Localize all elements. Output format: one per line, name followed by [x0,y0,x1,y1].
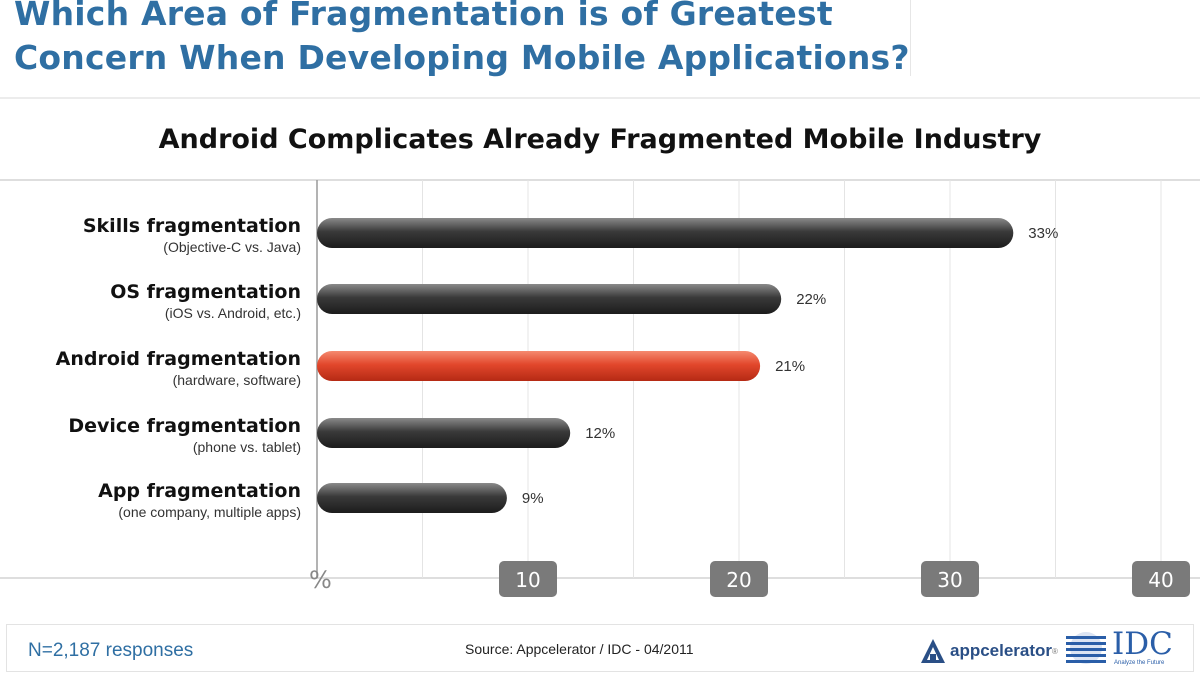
bar [317,483,507,513]
x-tick-label: 10 [515,568,540,592]
page-title: Which Area of Fragmentation is of Greate… [14,0,910,80]
category-sublabel: (one company, multiple apps) [118,504,301,520]
category-sublabel: (Objective-C vs. Java) [163,239,301,255]
category-label: OS fragmentation [110,281,301,303]
page-title-line-1: Which Area of Fragmentation is of Greate… [14,0,833,33]
category-label: Skills fragmentation [83,215,301,237]
x-tick-label: 40 [1148,568,1173,592]
category-labels: Skills fragmentation (Objective-C vs. Jav… [56,215,301,520]
source-label: Source: Appcelerator / IDC - 04/2011 [465,641,694,657]
category-sublabel: (phone vs. tablet) [193,439,301,455]
x-tick-badge [921,561,979,597]
appcelerator-logo-icon [921,639,945,663]
bar [317,418,571,448]
footer-panel [6,624,1194,672]
appcelerator-logo-text: appcelerator [950,641,1053,660]
idc-logo: IDC Analyze the Future [1066,626,1186,670]
appcelerator-logo: appcelerator ® [920,636,1058,666]
data-label: 21% [775,358,805,375]
x-tick-badge [710,561,768,597]
title-divider [0,97,1200,99]
x-tick-badge [499,561,557,597]
idc-logo-tagline: Analyze the Future [1114,660,1165,666]
data-label: 12% [585,425,615,442]
data-label: 33% [1028,225,1058,242]
idc-globe-icon [1066,632,1106,664]
bar [317,284,782,314]
page-title-line-2: Concern When Developing Mobile Applicati… [14,38,910,77]
category-label: Android fragmentation [56,348,301,370]
data-label: 9% [522,490,544,507]
category-sublabel: (hardware, software) [173,372,301,388]
x-axis-ticks: % 10 20 30 40 [309,561,1190,597]
chart-title: Android Complicates Already Fragmented M… [158,124,1042,155]
x-axis-unit-label: % [309,566,332,594]
bar-chart: Skills fragmentation (Objective-C vs. Jav… [0,179,1200,597]
idc-logo-text: IDC [1112,626,1173,662]
title-divider-vertical [910,0,911,76]
sample-size-label: N=2,187 responses [28,640,194,661]
bar [317,351,761,381]
bar [317,218,1014,248]
data-labels: 33% 22% 21% 12% 9% [522,225,1058,507]
data-label: 22% [796,291,826,308]
appcelerator-tm: ® [1052,646,1058,656]
category-label: Device fragmentation [68,415,301,437]
x-tick-label: 20 [726,568,751,592]
category-label: App fragmentation [98,480,301,502]
x-tick-label: 30 [937,568,962,592]
x-tick-badge [1132,561,1190,597]
bars [317,218,1014,513]
category-sublabel: (iOS vs. Android, etc.) [165,305,301,321]
